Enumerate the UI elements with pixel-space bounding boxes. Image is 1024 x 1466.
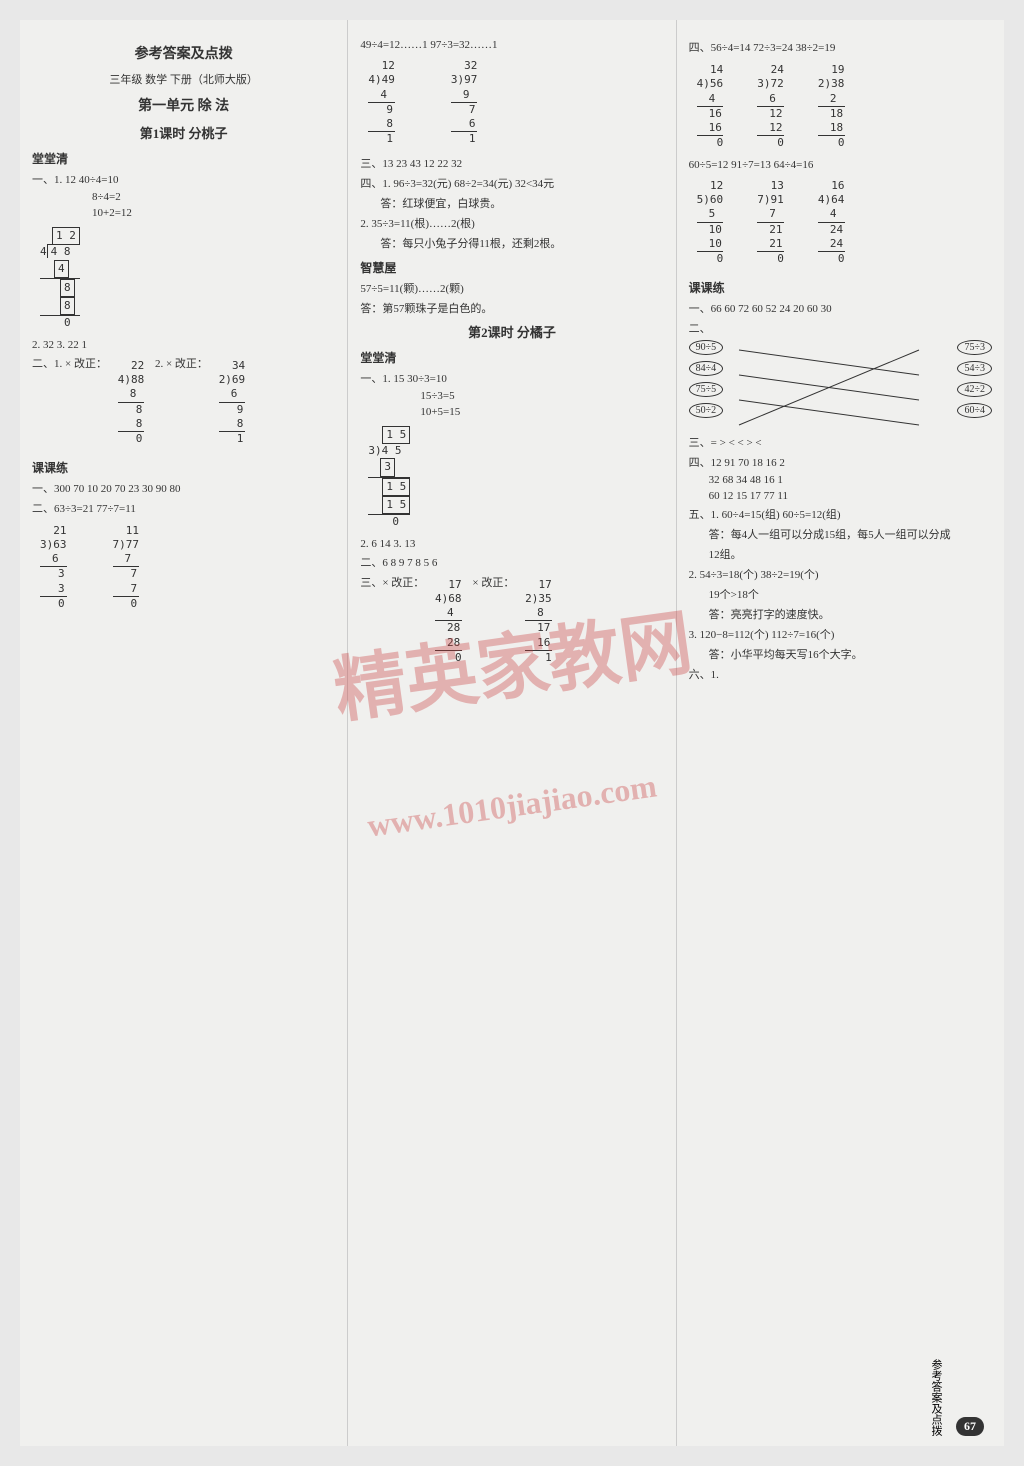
answer-line: 答：亮亮打字的速度快。 bbox=[689, 606, 992, 622]
answer-line: 19个>18个 bbox=[689, 586, 992, 602]
long-division: 19 2)38 2 18 18 0 bbox=[818, 63, 845, 151]
match-item: 75÷5 bbox=[689, 382, 724, 397]
long-division: 21 3)63 6 3 3 0 bbox=[40, 524, 67, 612]
long-division: 12 4)49 4 9 8 1 bbox=[368, 59, 395, 147]
answer-line: 12组。 bbox=[689, 546, 992, 562]
answer-page: 参考答案及点拨 三年级 数学 下册（北师大版） 第一单元 除 法 第1课时 分桃… bbox=[20, 20, 1004, 1446]
answer-line: 四、56÷4=14 72÷3=24 38÷2=19 bbox=[689, 39, 992, 55]
answer-line: 三、13 23 43 12 22 32 bbox=[360, 155, 663, 171]
answer-line: 2. 54÷3=18(个) 38÷2=19(个) bbox=[689, 566, 992, 582]
answer-line: 2. 6 14 3. 13 bbox=[360, 538, 663, 550]
long-division: 11 7)77 7 7 7 0 bbox=[113, 524, 140, 612]
answer-line: 二、 bbox=[689, 320, 992, 336]
match-item: 75÷3 bbox=[957, 340, 992, 355]
answer-line: 二、1. × 改正： 22 4)88 8 8 8 0 2. × 改正： 34 2… bbox=[32, 355, 335, 451]
answer-line: 一、66 60 72 60 52 24 20 60 30 bbox=[689, 300, 992, 316]
grade-line: 三年级 数学 下册（北师大版） bbox=[32, 71, 335, 87]
match-item: 54÷3 bbox=[957, 361, 992, 376]
answer-line: 60÷5=12 91÷7=13 64÷4=16 bbox=[689, 159, 992, 171]
long-division: 17 2)35 8 17 16 1 bbox=[525, 578, 552, 666]
answer-line: 2. 35÷3=11(根)……2(根) bbox=[360, 215, 663, 231]
answer-line: 三、× 改正： 17 4)68 4 28 28 0 × 改正： 17 2)35 … bbox=[360, 574, 663, 670]
answer-line: 8÷4=2 bbox=[32, 191, 335, 203]
match-item: 50÷2 bbox=[689, 403, 724, 418]
section-tangtangqing: 堂堂清 bbox=[32, 150, 335, 167]
answer-line: 六、1. bbox=[689, 666, 992, 682]
section-tangtangqing: 堂堂清 bbox=[360, 349, 663, 366]
lesson-2-title: 第2课时 分橘子 bbox=[360, 322, 663, 341]
connector-lines bbox=[689, 340, 992, 430]
match-item: 90÷5 bbox=[689, 340, 724, 355]
match-item: 84÷4 bbox=[689, 361, 724, 376]
section-kekelian: 课课练 bbox=[689, 279, 992, 296]
matching-diagram: 90÷5 84÷4 75÷5 50÷2 75÷3 54÷3 42÷2 60÷4 bbox=[689, 340, 992, 430]
answer-line: 四、12 91 70 18 16 2 bbox=[689, 454, 992, 470]
unit-title: 第一单元 除 法 bbox=[32, 95, 335, 115]
book-title: 参考答案及点拨 bbox=[32, 43, 335, 63]
long-division: 14 4)56 4 16 16 0 bbox=[697, 63, 724, 151]
long-division: 22 4)88 8 8 8 0 bbox=[118, 359, 145, 447]
answer-line: 一、1. 12 40÷4=10 bbox=[32, 171, 335, 187]
long-division: 1 5 3)4 5 3 1 5 1 5 0 bbox=[368, 426, 410, 530]
answer-line: 二、6 8 9 7 8 5 6 bbox=[360, 554, 663, 570]
long-division: 34 2)69 6 9 8 1 bbox=[219, 359, 246, 447]
answer-line: 答：红球便宜，白球贵。 bbox=[360, 195, 663, 211]
long-division: 1 2 44 8 4 8 8 0 bbox=[40, 227, 80, 331]
match-item: 42÷2 bbox=[957, 382, 992, 397]
long-division: 16 4)64 4 24 24 0 bbox=[818, 179, 845, 267]
lesson-1-title: 第1课时 分桃子 bbox=[32, 123, 335, 142]
page-number: 67 bbox=[956, 1417, 984, 1436]
answer-line: 答：第57颗珠子是白色的。 bbox=[360, 300, 663, 316]
answer-line: 三、= > < < > < bbox=[689, 434, 992, 450]
answer-line: 答：小华平均每天写16个大字。 bbox=[689, 646, 992, 662]
answer-line: 3. 120−8=112(个) 112÷7=16(个) bbox=[689, 626, 992, 642]
answer-line: 一、300 70 10 20 70 23 30 90 80 bbox=[32, 480, 335, 496]
long-division: 24 3)72 6 12 12 0 bbox=[757, 63, 784, 151]
column-2: 49÷4=12……1 97÷3=32……1 12 4)49 4 9 8 1 32… bbox=[348, 20, 676, 1446]
answer-line: 四、1. 96÷3=32(元) 68÷2=34(元) 32<34元 bbox=[360, 175, 663, 191]
answer-line: 答：每只小兔子分得11根，还剩2根。 bbox=[360, 235, 663, 251]
answer-line: 32 68 34 48 16 1 bbox=[689, 474, 992, 486]
answer-line: 答：每4人一组可以分成15组，每5人一组可以分成 bbox=[689, 526, 992, 542]
answer-line: 五、1. 60÷4=15(组) 60÷5=12(组) bbox=[689, 506, 992, 522]
answer-line: 57÷5=11(颗)……2(颗) bbox=[360, 280, 663, 296]
section-kekelian: 课课练 bbox=[32, 459, 335, 476]
answer-line: 2. 32 3. 22 1 bbox=[32, 339, 335, 351]
long-division: 12 5)60 5 10 10 0 bbox=[697, 179, 724, 267]
answer-line: 二、63÷3=21 77÷7=11 bbox=[32, 500, 335, 516]
answer-line: 60 12 15 17 77 11 bbox=[689, 490, 992, 502]
match-item: 60÷4 bbox=[957, 403, 992, 418]
column-3: 四、56÷4=14 72÷3=24 38÷2=19 14 4)56 4 16 1… bbox=[677, 20, 1004, 1446]
column-1: 参考答案及点拨 三年级 数学 下册（北师大版） 第一单元 除 法 第1课时 分桃… bbox=[20, 20, 348, 1446]
answer-line: 49÷4=12……1 97÷3=32……1 bbox=[360, 39, 663, 51]
answer-line: 一、1. 15 30÷3=10 bbox=[360, 370, 663, 386]
section-zhihuiwu: 智慧屋 bbox=[360, 259, 663, 276]
answer-line: 10+5=15 bbox=[360, 406, 663, 418]
long-division: 17 4)68 4 28 28 0 bbox=[435, 578, 462, 666]
long-division: 32 3)97 9 7 6 1 bbox=[451, 59, 478, 147]
footer-label: 参考答案及点拨 bbox=[928, 1359, 944, 1436]
answer-line: 15÷3=5 bbox=[360, 390, 663, 402]
long-division: 13 7)91 7 21 21 0 bbox=[757, 179, 784, 267]
answer-line: 10+2=12 bbox=[32, 207, 335, 219]
